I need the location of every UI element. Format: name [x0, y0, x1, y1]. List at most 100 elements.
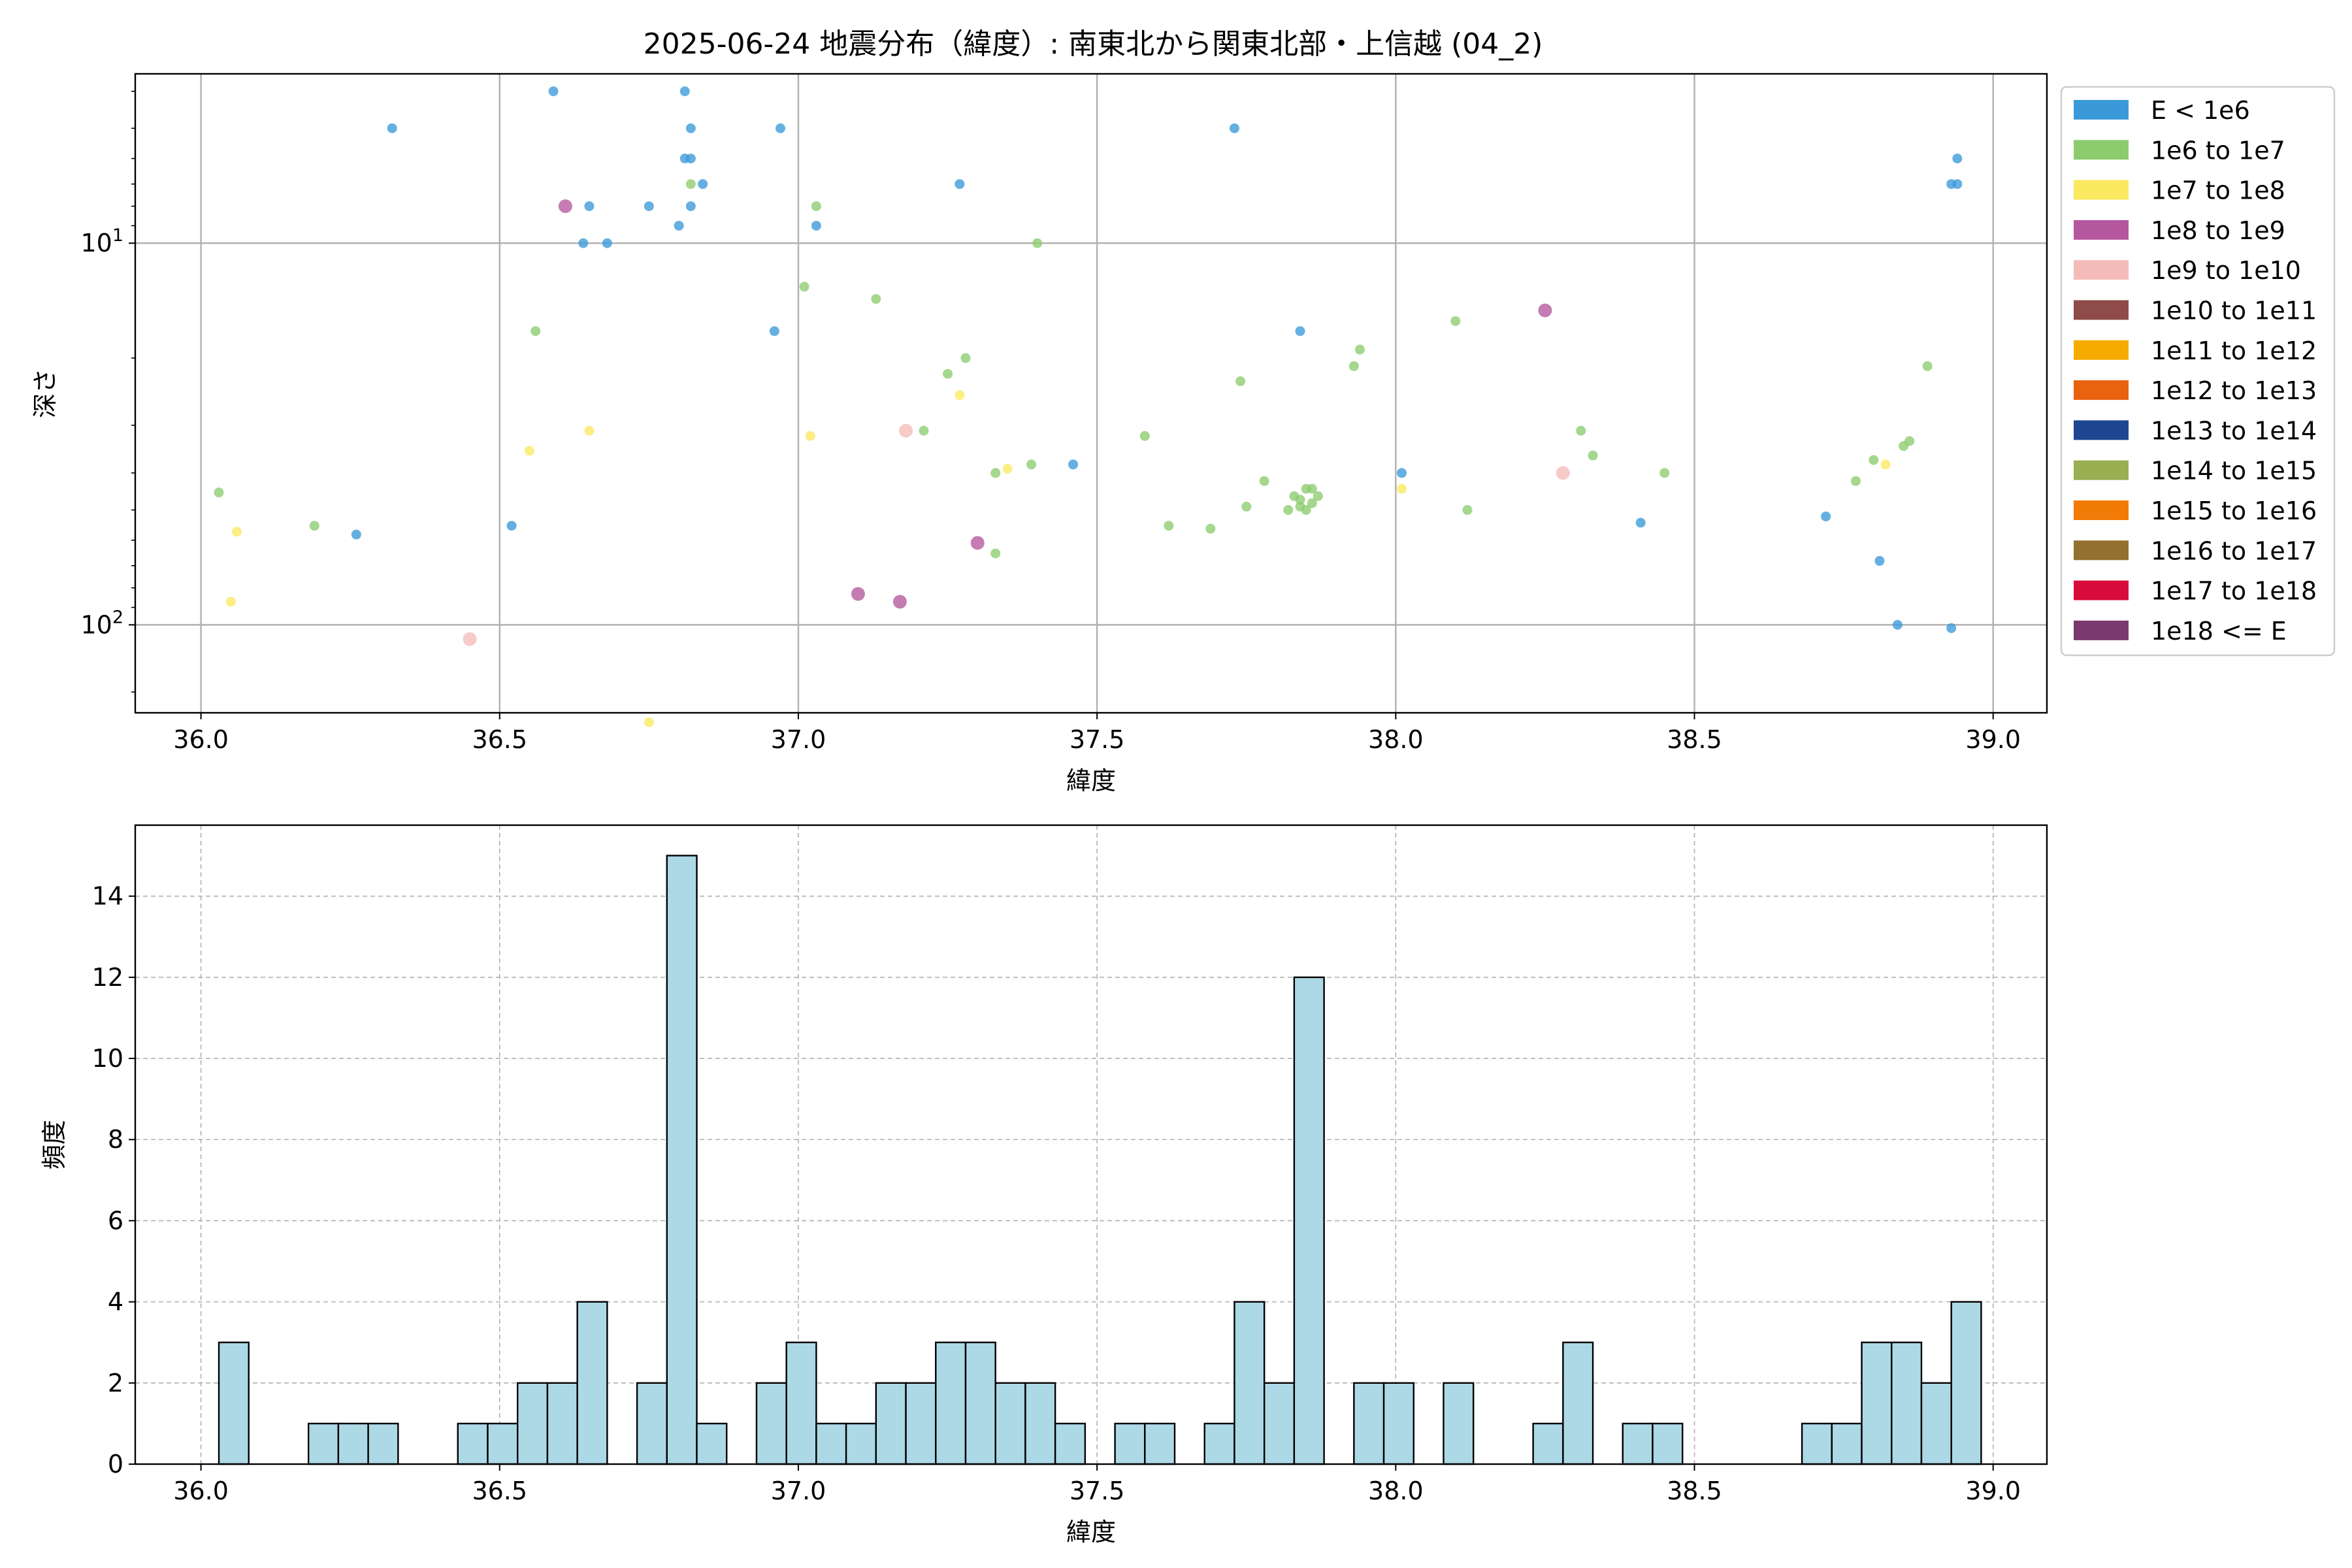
data-point — [811, 220, 821, 231]
data-point — [524, 446, 534, 456]
legend: E < 1e6 1e6 to 1e7 1e7 to 1e8 1e8 to 1e9 1e9… — [2060, 86, 2336, 657]
data-point — [1307, 498, 1317, 508]
x-tick-label: 39.0 — [1965, 1477, 2021, 1505]
data-point — [1396, 468, 1407, 478]
histogram-bar — [1562, 1341, 1594, 1465]
x-tick-label: 37.5 — [1070, 1477, 1125, 1505]
legend-label: 1e6 to 1e7 — [2151, 136, 2285, 165]
legend-swatch — [2074, 540, 2129, 561]
histogram-y-axis-label: 頻度 — [40, 1120, 69, 1169]
histogram-bar — [307, 1422, 340, 1465]
legend-label: 1e15 to 1e16 — [2151, 497, 2317, 525]
legend-label: 1e14 to 1e15 — [2151, 457, 2317, 485]
histogram-bar — [1382, 1382, 1414, 1465]
y-tick-label: 2 — [108, 1369, 123, 1397]
legend-swatch — [2074, 220, 2129, 240]
data-point — [679, 86, 690, 97]
histogram-bar — [1801, 1422, 1833, 1465]
histogram-bar — [457, 1422, 489, 1465]
data-point — [1588, 450, 1598, 461]
data-point — [955, 390, 965, 400]
legend-swatch — [2074, 180, 2129, 200]
scatter-panel: 2025-06-24 地震分布（緯度）: 南東北から関東北部・上信越 (04_2… — [31, 27, 2048, 795]
data-point — [225, 596, 236, 607]
legend-label: 1e10 to 1e11 — [2151, 297, 2317, 325]
data-point — [1892, 619, 1903, 630]
x-tick-label: 37.0 — [771, 725, 826, 754]
data-point — [805, 431, 815, 441]
histogram-bar — [1233, 1301, 1266, 1465]
x-tick-label: 37.5 — [1070, 725, 1125, 754]
data-point — [387, 123, 397, 133]
y-tick-label: 4 — [108, 1288, 123, 1316]
histogram-bar — [875, 1382, 907, 1465]
legend-label: 1e16 to 1e17 — [2151, 536, 2317, 565]
histogram-bars — [218, 855, 1982, 1465]
y-tick-label: 14 — [92, 882, 123, 911]
scatter-x-ticks: 36.0 36.5 37.0 37.5 38.0 38.5 39.0 — [173, 713, 2021, 754]
data-point — [1068, 459, 1079, 470]
data-point — [1538, 303, 1552, 318]
y-tick-label: 10 — [92, 1044, 123, 1073]
data-point — [1235, 376, 1246, 387]
data-point — [1026, 459, 1037, 470]
data-point — [1874, 556, 1885, 566]
histogram-bar — [845, 1422, 877, 1465]
data-point — [685, 201, 696, 212]
data-point — [1952, 179, 1963, 189]
legend-swatch — [2074, 340, 2129, 360]
y-tick-label: 101 — [80, 225, 123, 257]
data-point — [558, 199, 572, 214]
data-point — [899, 423, 913, 438]
data-point — [1869, 455, 1879, 465]
legend-swatch — [2074, 460, 2129, 480]
histogram-bar — [1861, 1341, 1893, 1465]
data-point — [1002, 463, 1013, 474]
histogram-bar — [994, 1382, 1026, 1465]
data-point — [1259, 476, 1269, 486]
histogram-bar — [1293, 976, 1325, 1465]
data-point — [1880, 459, 1891, 470]
scatter-x-axis-label: 緯度 — [1066, 766, 1116, 795]
histogram-bar — [1144, 1422, 1176, 1465]
histogram-bar — [1652, 1422, 1684, 1465]
data-point — [644, 201, 654, 212]
data-point — [776, 123, 786, 133]
legend-swatch — [2074, 580, 2129, 600]
data-point — [1307, 483, 1317, 494]
legend-label: 1e13 to 1e14 — [2151, 416, 2317, 445]
data-point — [463, 632, 477, 646]
histogram-bar — [935, 1341, 967, 1465]
data-point — [919, 425, 929, 436]
data-point — [1139, 431, 1150, 441]
data-point — [1205, 523, 1216, 534]
histogram-bar — [1532, 1422, 1564, 1465]
data-point — [578, 238, 589, 248]
legend-swatch — [2074, 260, 2129, 280]
legend-box — [2060, 86, 2336, 657]
histogram-bar — [546, 1382, 578, 1465]
data-point — [1229, 123, 1239, 133]
data-point — [548, 86, 559, 97]
x-tick-label: 36.5 — [472, 725, 527, 754]
data-point — [943, 368, 953, 379]
histogram-bar — [1443, 1382, 1475, 1465]
data-point — [1850, 476, 1861, 486]
x-tick-label: 38.0 — [1368, 1477, 1424, 1505]
data-point — [309, 521, 319, 531]
y-tick-label: 8 — [108, 1125, 123, 1154]
histogram-bar — [1831, 1422, 1863, 1465]
histogram-panel: 36.0 36.5 37.0 37.5 38.0 38.5 39.0 0 2 4 6 8 10 12 14… — [40, 824, 2048, 1546]
data-point — [990, 468, 1001, 478]
legend-swatch — [2074, 300, 2129, 320]
legend-label: E < 1e6 — [2151, 96, 2250, 125]
x-tick-label: 38.0 — [1368, 725, 1424, 754]
data-point — [506, 521, 517, 531]
data-point — [769, 326, 779, 336]
data-point — [231, 527, 242, 537]
y-tick-label: 0 — [108, 1450, 123, 1478]
legend-swatch — [2074, 500, 2129, 520]
data-point — [1396, 483, 1407, 494]
y-tick-label: 6 — [108, 1206, 123, 1235]
